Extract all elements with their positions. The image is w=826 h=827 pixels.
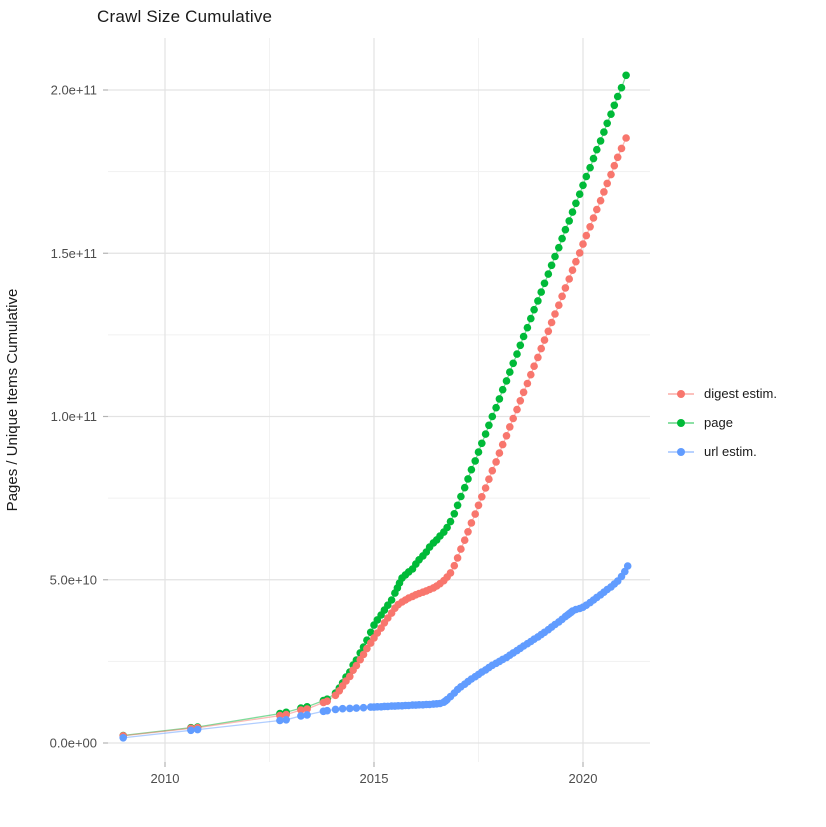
series-line-digest estim. xyxy=(123,137,627,737)
legend-dot-page xyxy=(677,418,685,427)
legend-label-url: url estim. xyxy=(704,444,757,459)
series-points-digest estim. xyxy=(119,134,630,740)
legend: digest estim. page url estim. xyxy=(668,379,777,466)
x-tick-label: 2015 xyxy=(360,771,389,786)
legend-label-page: page xyxy=(704,415,733,430)
legend-key-url-icon xyxy=(668,447,694,457)
x-tick-label: 2010 xyxy=(151,771,180,786)
legend-item-digest: digest estim. xyxy=(668,379,777,408)
axis-tick-labels: 2010 2015 2020 0.0e+00 5.0e+10 1.0e+11 1.5e+11… xyxy=(50,83,598,787)
y-tick-label: 1.5e+11 xyxy=(51,246,97,261)
series-points-page xyxy=(119,71,630,740)
legend-key-digest-icon xyxy=(668,389,694,399)
legend-dot-url xyxy=(677,447,685,456)
plot-title: Crawl Size Cumulative xyxy=(97,7,273,26)
y-tick-label: 5.0e+10 xyxy=(50,572,97,587)
y-tick-label: 2.0e+11 xyxy=(51,83,97,98)
legend-label-digest: digest estim. xyxy=(704,386,777,401)
gridlines-major xyxy=(108,38,650,762)
legend-key-page-icon xyxy=(668,418,694,428)
series-points-url estim. xyxy=(119,562,632,742)
legend-item-url: url estim. xyxy=(668,437,777,466)
y-tick-label: 0.0e+00 xyxy=(50,736,97,751)
x-tick-label: 2020 xyxy=(569,771,598,786)
axis-tick-marks xyxy=(103,89,584,767)
y-tick-label: 1.0e+11 xyxy=(51,409,97,424)
legend-dot-digest xyxy=(677,389,685,398)
gridlines-minor xyxy=(108,38,650,762)
series-line-url estim. xyxy=(123,565,629,739)
legend-item-page: page xyxy=(668,408,777,437)
